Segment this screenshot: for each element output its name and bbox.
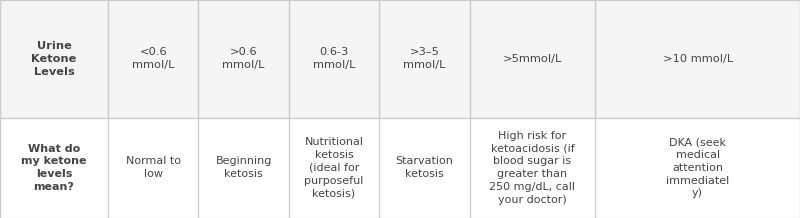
Bar (289, 0, 379, 118)
Text: High risk for
ketoacidosis (if
blood sugar is
greater than
250 mg/dL, call
your : High risk for ketoacidosis (if blood sug… (490, 131, 575, 205)
Text: DKA (seek
medical
attention
immediatel
y): DKA (seek medical attention immediatel y… (666, 137, 730, 198)
Text: Nutritional
ketosis
(ideal for
purposeful
ketosis): Nutritional ketosis (ideal for purposefu… (304, 137, 364, 198)
Bar (595, 0, 800, 118)
Text: >0.6
mmol/L: >0.6 mmol/L (222, 48, 265, 70)
Bar (470, 118, 595, 218)
Text: >10 mmol/L: >10 mmol/L (662, 54, 733, 64)
Text: What do
my ketone
levels
mean?: What do my ketone levels mean? (22, 144, 86, 192)
Text: Beginning
ketosis: Beginning ketosis (215, 157, 272, 179)
Bar (595, 118, 800, 218)
Text: Starvation
ketosis: Starvation ketosis (395, 157, 454, 179)
Text: 0.6-3
mmol/L: 0.6-3 mmol/L (313, 48, 355, 70)
Bar (0, 118, 108, 218)
Bar (198, 118, 289, 218)
Bar (108, 118, 198, 218)
Text: Normal to
low: Normal to low (126, 157, 181, 179)
Bar (379, 0, 470, 118)
Bar (379, 118, 470, 218)
Bar (289, 118, 379, 218)
Bar (198, 0, 289, 118)
Bar (108, 0, 198, 118)
Text: <0.6
mmol/L: <0.6 mmol/L (132, 48, 174, 70)
Text: >3–5
mmol/L: >3–5 mmol/L (403, 48, 446, 70)
Bar (0, 0, 108, 118)
Bar (470, 0, 595, 118)
Text: >5mmol/L: >5mmol/L (502, 54, 562, 64)
Text: Urine
Ketone
Levels: Urine Ketone Levels (31, 41, 77, 77)
